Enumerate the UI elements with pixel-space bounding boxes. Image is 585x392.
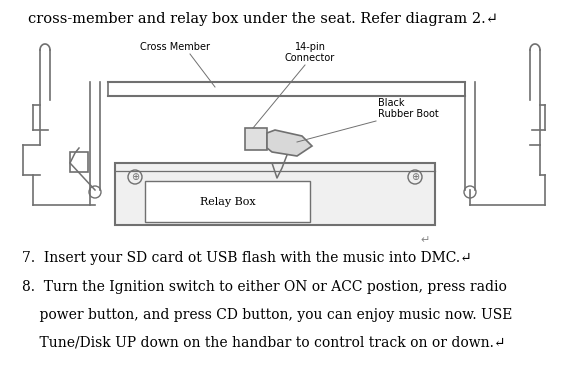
- Text: 14-pin: 14-pin: [294, 42, 325, 52]
- Text: cross-member and relay box under the seat. Refer diagram 2.↵: cross-member and relay box under the sea…: [28, 12, 498, 26]
- Bar: [245, 128, 267, 150]
- Text: ↵: ↵: [420, 235, 429, 245]
- Text: power button, and press CD button, you can enjoy music now. USE: power button, and press CD button, you c…: [22, 308, 512, 322]
- Text: ⊕: ⊕: [411, 172, 419, 182]
- Bar: [115, 163, 435, 225]
- Text: ⊕: ⊕: [131, 172, 139, 182]
- Text: Black: Black: [378, 98, 404, 108]
- Bar: [145, 181, 310, 222]
- Text: Tune/Disk UP down on the handbar to control track on or down.↵: Tune/Disk UP down on the handbar to cont…: [22, 336, 505, 350]
- Text: Cross Member: Cross Member: [140, 42, 210, 52]
- Text: 7.  Insert your SD card ot USB flash with the music into DMC.↵: 7. Insert your SD card ot USB flash with…: [22, 251, 472, 265]
- Polygon shape: [267, 130, 312, 156]
- Text: 8.  Turn the Ignition switch to either ON or ACC postion, press radio: 8. Turn the Ignition switch to either ON…: [22, 280, 507, 294]
- Text: Relay Box: Relay Box: [199, 196, 255, 207]
- Bar: [70, 152, 88, 172]
- Text: Connector: Connector: [285, 53, 335, 63]
- Text: Rubber Boot: Rubber Boot: [378, 109, 439, 119]
